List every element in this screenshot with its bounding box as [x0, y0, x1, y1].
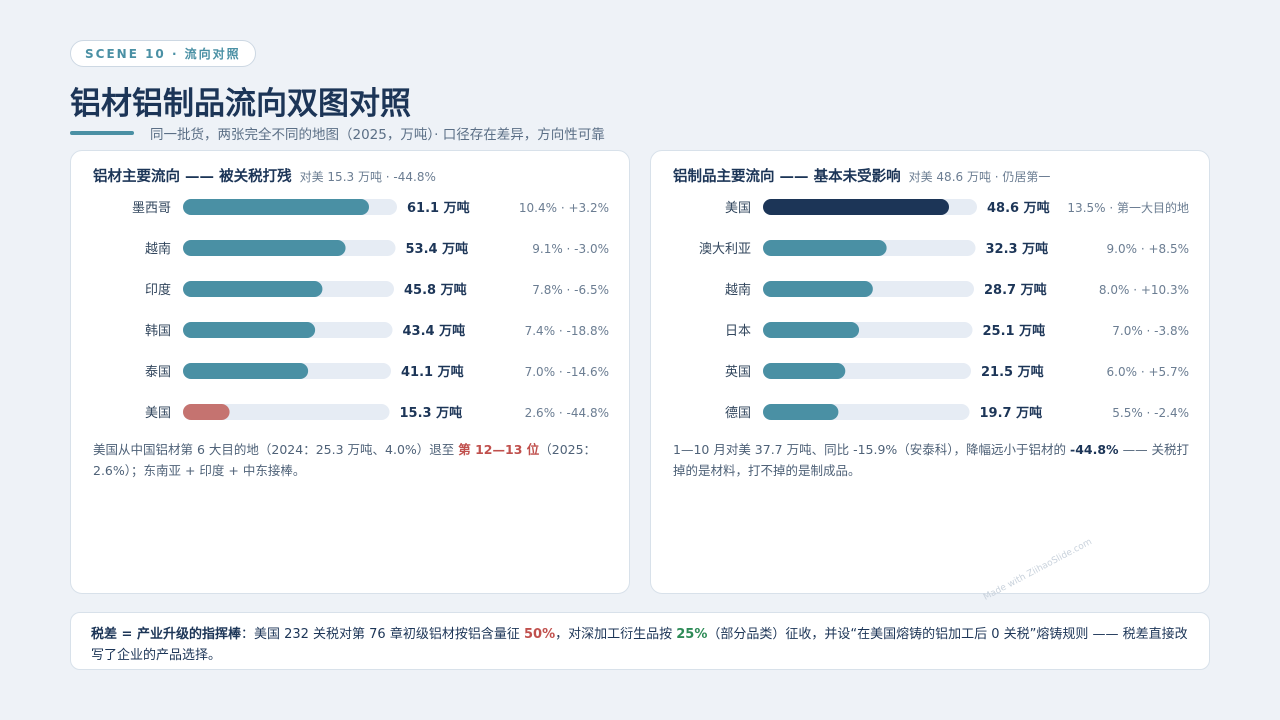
category-label: 墨西哥 [132, 201, 171, 216]
data-bar [183, 363, 309, 379]
category-label: 印度 [145, 282, 171, 298]
value-label: 43.4 万吨 [403, 323, 466, 339]
share-change-label: 9.1% · -3.0% [532, 242, 609, 256]
insight-pct-derivative: 25% [676, 627, 708, 642]
insight-text: （部分品类）征收，并设“在美国熔铸的铝加工后 0 关税”熔铸规则 —— 税差直接… [91, 627, 1188, 663]
value-label: 41.1 万吨 [401, 364, 464, 380]
aluminum-material-bar-chart: 墨西哥 61.1 万吨 10.4% · +3.2% 越南 53.4 万吨 9.1% · -… [132, 199, 609, 421]
value-label: 25.1 万吨 [983, 323, 1046, 339]
share-change-label: 10.4% · +3.2% [519, 201, 609, 215]
category-label: 德国 [725, 406, 751, 421]
chart-title: 铝材主要流向 —— 被关税打残 [93, 169, 292, 185]
data-bar [763, 199, 949, 215]
category-label: 澳大利亚 [699, 241, 751, 257]
card-header: 铝制品主要流向 —— 基本未受影响 对美 48.6 万吨 · 仍居第一 [673, 165, 1050, 186]
value-label: 45.8 万吨 [404, 282, 467, 298]
category-label: 越南 [725, 282, 751, 298]
value-label: 53.4 万吨 [406, 241, 469, 257]
share-change-label: 7.0% · -3.8% [1112, 324, 1189, 338]
insight-text: ，对深加工衍生品按 [555, 627, 677, 642]
bar-track [183, 404, 390, 420]
page-title: 铝材铝制品流向双图对照 [70, 86, 411, 122]
data-bar [763, 240, 887, 256]
footnote-emphasis: -44.8% [1070, 442, 1119, 457]
bottom-insight: 税差 = 产业升级的指挥棒：美国 232 关税对第 76 章初级铝材按铝含量征 … [70, 612, 1210, 670]
value-label: 15.3 万吨 [400, 405, 463, 421]
data-bar [183, 404, 230, 420]
value-label: 48.6 万吨 [987, 200, 1050, 216]
insight-text: ：美国 232 关税对第 76 章初级铝材按铝含量征 [240, 627, 524, 642]
aluminum-material-card: 铝材主要流向 —— 被关税打残 对美 15.3 万吨 · -44.8% 墨西哥 6… [70, 150, 630, 594]
insight-pct-primary: 50% [523, 627, 556, 642]
category-label: 美国 [145, 406, 171, 421]
footnote-emphasis: 第 12—13 位 [458, 442, 540, 457]
chart-title: 铝制品主要流向 —— 基本未受影响 [673, 169, 901, 185]
card-header: 铝材主要流向 —— 被关税打残 对美 15.3 万吨 · -44.8% [93, 165, 436, 186]
footnote-text: 1—10 月对美 37.7 万吨、同比 -15.9%（安泰科），降幅远小于铝材的 [673, 442, 1071, 457]
data-bar [183, 281, 323, 297]
category-label: 泰国 [145, 365, 171, 380]
share-change-label: 9.0% · +8.5% [1107, 242, 1189, 256]
chart-note: 对美 48.6 万吨 · 仍居第一 [908, 170, 1051, 184]
data-bar [763, 404, 839, 420]
share-change-label: 7.8% · -6.5% [532, 283, 609, 297]
share-change-label: 7.0% · -14.6% [525, 365, 609, 379]
value-label: 28.7 万吨 [984, 282, 1047, 298]
data-bar [183, 240, 346, 256]
share-change-label: 8.0% · +10.3% [1099, 283, 1189, 297]
data-bar [763, 322, 860, 338]
share-change-label: 5.5% · -2.4% [1112, 406, 1189, 420]
chart-note: 对美 15.3 万吨 · -44.8% [299, 170, 436, 184]
share-change-label: 13.5% · 第一大目的地 [1067, 200, 1189, 215]
category-label: 美国 [725, 201, 751, 216]
footnote-text: （2025：2.6%）；东南亚 + 印度 + 中东接棒。 [93, 442, 597, 478]
value-label: 21.5 万吨 [981, 364, 1044, 380]
data-bar [183, 199, 369, 215]
chart-footnote: 美国从中国铝材第 6 大目的地（2024：25.3 万吨、4.0%）退至 第 1… [93, 439, 611, 481]
aluminum-product-card: 铝制品主要流向 —— 基本未受影响 对美 48.6 万吨 · 仍居第一 美国 48… [650, 150, 1210, 594]
data-bar [183, 322, 316, 338]
data-bar [763, 281, 873, 297]
value-label: 32.3 万吨 [986, 241, 1049, 257]
insight-lead: 税差 = 产业升级的指挥棒 [91, 627, 241, 642]
share-change-label: 6.0% · +5.7% [1107, 365, 1189, 379]
chart-footnote: 1—10 月对美 37.7 万吨、同比 -15.9%（安泰科），降幅远小于铝材的… [673, 439, 1191, 481]
value-label: 19.7 万吨 [980, 405, 1043, 421]
category-label: 英国 [725, 365, 751, 380]
share-change-label: 7.4% · -18.8% [525, 324, 609, 338]
share-change-label: 2.6% · -44.8% [525, 406, 609, 420]
scene-label: SCENE 10 · 流向对照 [70, 40, 256, 67]
category-label: 韩国 [145, 324, 171, 339]
category-label: 越南 [145, 241, 171, 257]
value-label: 61.1 万吨 [407, 200, 470, 216]
category-label: 日本 [725, 324, 751, 339]
footnote-text: —— 关税打掉的是材料，打不掉的是制成品。 [673, 442, 1190, 478]
data-bar [763, 363, 846, 379]
title-underline [70, 131, 134, 135]
footnote-text: 美国从中国铝材第 6 大目的地（2024：25.3 万吨、4.0%）退至 [93, 442, 459, 457]
page-subtitle: 同一批货，两张完全不同的地图（2025，万吨）· 口径存在差异，方向性可靠 [150, 127, 605, 143]
